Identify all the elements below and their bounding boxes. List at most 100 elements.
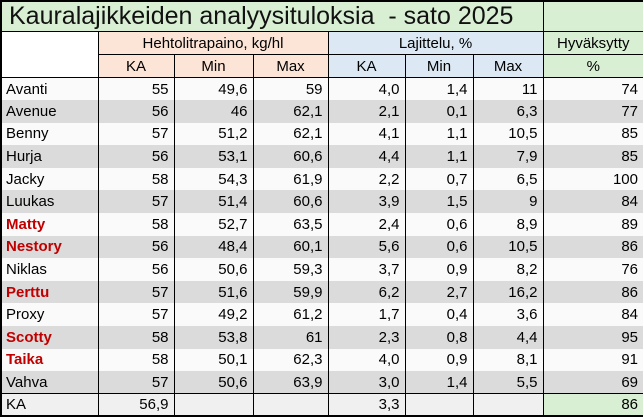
- variety-name-cell: Vahva: [0, 371, 99, 394]
- variety-name-cell: Avanti: [0, 77, 99, 101]
- value-cell: 57: [97, 280, 175, 304]
- variety-name-cell: Perttu: [0, 280, 99, 304]
- value-cell: 49,6: [173, 77, 254, 101]
- value-cell: 49,2: [173, 303, 254, 327]
- value-cell: 62,1: [252, 122, 329, 146]
- value-cell: 9: [472, 190, 544, 214]
- value-cell: 8,2: [472, 258, 544, 281]
- value-cell: 86: [542, 280, 643, 304]
- value-cell: 84: [542, 190, 643, 214]
- value-cell: 0,4: [404, 303, 474, 327]
- value-cell: 2,1: [327, 100, 406, 123]
- value-cell: 6,5: [472, 167, 544, 191]
- value-cell: 0,8: [404, 326, 474, 349]
- value-cell: 61: [252, 326, 329, 349]
- value-cell: 86: [542, 235, 643, 259]
- value-cell: 50,6: [173, 258, 254, 281]
- value-cell: 62,3: [252, 348, 329, 372]
- value-cell: 77: [542, 100, 643, 123]
- value-cell: 2,3: [327, 326, 406, 349]
- table-row: Hurja 56 53,1 60,6 4,4 1,1 7,9 85: [0, 145, 643, 168]
- value-cell: 0,9: [404, 258, 474, 281]
- value-cell: 54,3: [173, 167, 254, 191]
- value-cell: 4,4: [472, 326, 544, 349]
- value-cell: 51,6: [173, 280, 254, 304]
- table-row: Avenue 56 46 62,1 2,1 0,1 6,3 77: [0, 100, 643, 123]
- variety-name-cell: Hurja: [0, 145, 99, 168]
- value-cell: 0,6: [404, 235, 474, 259]
- value-cell: 4,4: [327, 145, 406, 168]
- value-cell: 0,9: [404, 348, 474, 372]
- variety-name-cell: Nestory: [0, 235, 99, 259]
- table-row: Proxy 57 49,2 61,2 1,7 0,4 3,6 84: [0, 303, 643, 327]
- value-cell: 52,7: [173, 213, 254, 236]
- value-cell: 61,2: [252, 303, 329, 327]
- footer-label-cell: KA: [0, 393, 99, 417]
- value-cell: 56: [97, 258, 175, 281]
- value-cell: 59,3: [252, 258, 329, 281]
- value-cell: 59: [252, 77, 329, 101]
- value-cell: 56: [97, 145, 175, 168]
- value-cell: 1,1: [404, 145, 474, 168]
- subheader-min-1: Min: [173, 54, 254, 78]
- table-row: Scotty 58 53,8 61 2,3 0,8 4,4 95: [0, 326, 643, 349]
- value-cell: 1,5: [404, 190, 474, 214]
- value-cell: 63,9: [252, 371, 329, 394]
- variety-name-cell: Scotty: [0, 326, 99, 349]
- value-cell: 60,6: [252, 190, 329, 214]
- value-cell: 4,1: [327, 122, 406, 146]
- value-cell: 57: [97, 303, 175, 327]
- title-row: Kauralajikkeiden analyysituloksia - sato…: [0, 0, 643, 32]
- value-cell: 58: [97, 348, 175, 372]
- footer-row: KA 56,9 3,3 86: [0, 393, 643, 417]
- footer-value-cell: [173, 393, 254, 417]
- title-spacer-cell: [542, 0, 643, 32]
- table-body: Avanti 55 49,6 59 4,0 1,4 11 74 Avenue 56 46 62,1 2,…: [0, 77, 643, 394]
- value-cell: 0,6: [404, 213, 474, 236]
- value-cell: 3,7: [327, 258, 406, 281]
- value-cell: 100: [542, 167, 643, 191]
- value-cell: 69: [542, 371, 643, 394]
- table-row: Taika 58 50,1 62,3 4,0 0,9 8,1 91: [0, 348, 643, 372]
- value-cell: 85: [542, 122, 643, 146]
- value-cell: 5,6: [327, 235, 406, 259]
- value-cell: 89: [542, 213, 643, 236]
- value-cell: 6,3: [472, 100, 544, 123]
- variety-name-cell: Proxy: [0, 303, 99, 327]
- footer-value-cell: [404, 393, 474, 417]
- group-header-row: Hehtolitrapaino, kg/hl Lajittelu, % Hyvä…: [0, 31, 643, 78]
- footer-value-cell: [252, 393, 329, 417]
- table-row: Nestory 56 48,4 60,1 5,6 0,6 10,5 86: [0, 235, 643, 259]
- value-cell: 50,6: [173, 371, 254, 394]
- corner-blank-cell: [0, 31, 99, 78]
- footer-value-cell: 3,3: [327, 393, 406, 417]
- value-cell: 51,4: [173, 190, 254, 214]
- variety-name-cell: Luukas: [0, 190, 99, 214]
- value-cell: 1,7: [327, 303, 406, 327]
- value-cell: 58: [97, 326, 175, 349]
- value-cell: 53,1: [173, 145, 254, 168]
- value-cell: 56: [97, 100, 175, 123]
- value-cell: 46: [173, 100, 254, 123]
- value-cell: 16,2: [472, 280, 544, 304]
- value-cell: 11: [472, 77, 544, 101]
- value-cell: 57: [97, 371, 175, 394]
- subheader-min-2: Min: [404, 54, 474, 78]
- variety-name-cell: Avenue: [0, 100, 99, 123]
- value-cell: 1,4: [404, 77, 474, 101]
- value-cell: 2,7: [404, 280, 474, 304]
- value-cell: 58: [97, 167, 175, 191]
- footer-approved-cell: 86: [542, 393, 643, 417]
- table-row: Benny 57 51,2 62,1 4,1 1,1 10,5 85: [0, 122, 643, 146]
- variety-name-cell: Jacky: [0, 167, 99, 191]
- value-cell: 10,5: [472, 122, 544, 146]
- subheader-max-1: Max: [252, 54, 329, 78]
- value-cell: 58: [97, 213, 175, 236]
- subheader-max-2: Max: [472, 54, 544, 78]
- value-cell: 76: [542, 258, 643, 281]
- value-cell: 60,6: [252, 145, 329, 168]
- value-cell: 1,4: [404, 371, 474, 394]
- variety-name-cell: Matty: [0, 213, 99, 236]
- value-cell: 3,9: [327, 190, 406, 214]
- value-cell: 55: [97, 77, 175, 101]
